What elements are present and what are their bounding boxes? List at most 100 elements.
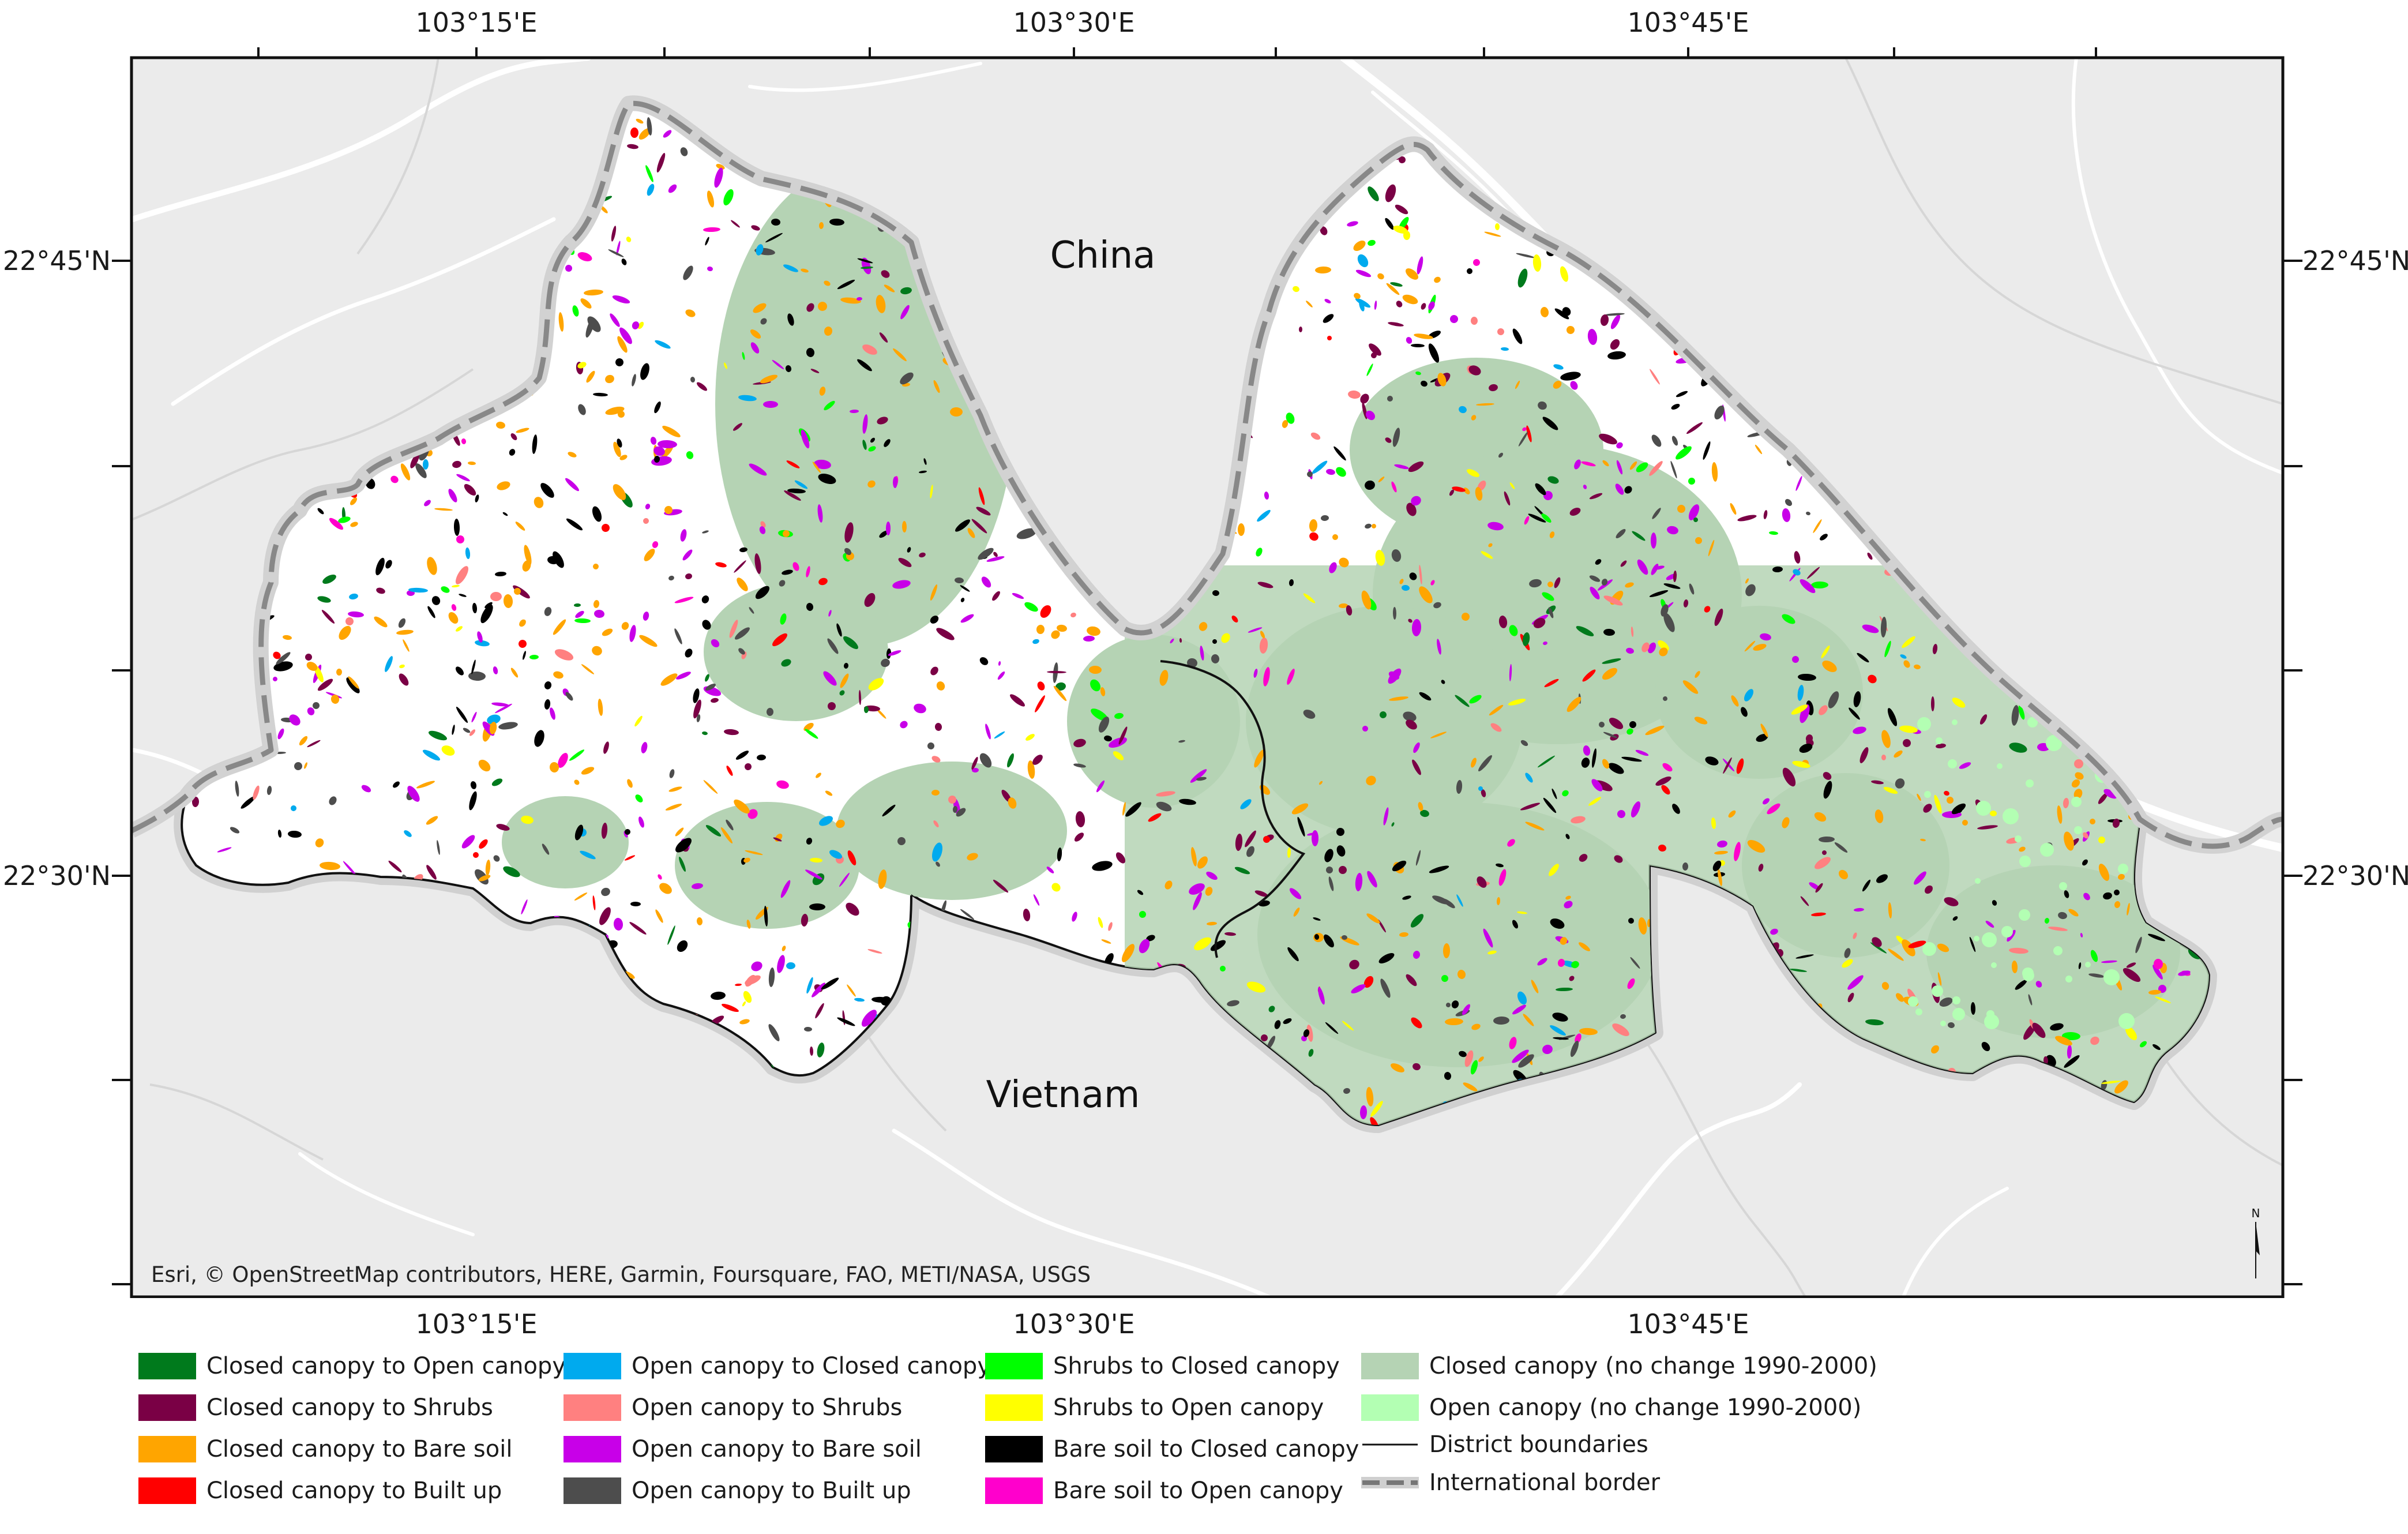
- land-cover-change-patch: [754, 553, 761, 574]
- land-cover-change-patch: [1647, 642, 1656, 654]
- land-cover-change-patch: [675, 838, 692, 853]
- land-cover-change-patch: [919, 552, 926, 558]
- land-cover-change-patch: [1101, 939, 1111, 944]
- land-cover-change-patch: [1263, 667, 1270, 687]
- land-cover-change-patch: [593, 564, 599, 569]
- land-cover-change-patch: [1815, 857, 1831, 869]
- land-cover-change-patch: [1979, 714, 1988, 725]
- land-cover-change-patch: [705, 674, 709, 682]
- land-cover-change-patch: [1057, 624, 1067, 632]
- land-cover-change-patch: [1865, 1019, 1884, 1026]
- land-cover-change-patch: [1854, 907, 1864, 912]
- land-cover-change-patch: [1542, 592, 1554, 601]
- land-cover-change-patch: [1246, 846, 1254, 857]
- land-cover-change-patch: [745, 850, 763, 856]
- land-cover-change-patch: [578, 404, 586, 415]
- land-cover-change-patch: [658, 874, 662, 880]
- land-cover-change-patch: [1415, 850, 1421, 866]
- land-cover-change-patch: [1621, 756, 1642, 762]
- land-cover-change-patch: [1672, 804, 1680, 814]
- land-cover-change-patch: [1518, 1054, 1534, 1068]
- land-cover-change-patch: [1212, 639, 1217, 644]
- land-cover-change-patch: [1403, 231, 1411, 240]
- land-cover-change-patch: [1635, 749, 1649, 756]
- no-change-open-canopy-patch: [1948, 759, 1957, 768]
- land-cover-change-patch: [592, 646, 602, 656]
- land-cover-change-patch: [427, 606, 435, 618]
- land-cover-change-patch: [1287, 947, 1299, 962]
- land-cover-change-patch: [2153, 959, 2163, 969]
- land-cover-change-patch: [868, 678, 884, 691]
- land-cover-change-patch: [638, 127, 651, 140]
- land-cover-change-patch: [1862, 624, 1879, 633]
- land-cover-change-patch: [893, 348, 907, 362]
- legend-label: Open canopy (no change 1990-2000): [1429, 1394, 1862, 1421]
- land-cover-change-patch: [456, 706, 468, 723]
- land-cover-change-patch: [1306, 1025, 1313, 1042]
- land-cover-change-patch: [470, 781, 477, 789]
- land-cover-change-patch: [1920, 838, 1926, 842]
- land-cover-change-patch: [1718, 869, 1722, 886]
- land-cover-change-patch: [426, 865, 437, 880]
- land-cover-change-patch: [345, 617, 354, 625]
- land-cover-change-patch: [516, 427, 529, 433]
- land-cover-change-patch: [602, 524, 610, 532]
- land-cover-change-patch: [724, 729, 739, 736]
- land-cover-change-patch: [468, 461, 476, 466]
- land-cover-change-patch: [1421, 303, 1426, 310]
- land-cover-change-patch: [734, 560, 746, 573]
- land-cover-change-patch: [1547, 582, 1553, 587]
- land-cover-change-patch: [1899, 725, 1918, 733]
- land-cover-change-patch: [745, 763, 752, 770]
- land-cover-change-patch: [1159, 670, 1169, 686]
- land-cover-change-patch: [1650, 369, 1660, 385]
- land-cover-change-patch: [818, 302, 827, 311]
- land-cover-change-patch: [587, 316, 601, 332]
- land-cover-change-patch: [1785, 498, 1793, 507]
- land-cover-change-patch: [1351, 984, 1366, 993]
- land-cover-change-patch: [2064, 831, 2074, 851]
- map-canvas[interactable]: [0, 0, 2408, 1298]
- land-cover-change-patch: [593, 392, 608, 397]
- land-cover-change-patch: [862, 414, 868, 434]
- land-cover-change-patch: [427, 557, 437, 575]
- land-cover-change-patch: [1535, 483, 1546, 496]
- land-cover-change-patch: [304, 762, 307, 769]
- land-cover-change-patch: [780, 613, 787, 625]
- land-cover-change-patch: [1579, 854, 1588, 862]
- land-cover-change-patch: [399, 664, 405, 669]
- no-change-open-canopy-patch: [2003, 808, 2019, 824]
- land-cover-change-patch: [1564, 901, 1573, 909]
- land-cover-change-patch: [2103, 789, 2117, 799]
- land-cover-change-patch: [801, 429, 810, 449]
- land-cover-change-patch: [1380, 711, 1387, 718]
- land-cover-change-patch: [1888, 902, 1892, 918]
- land-cover-change-patch: [630, 901, 641, 907]
- land-cover-change-patch: [575, 610, 584, 618]
- land-cover-change-patch: [1504, 491, 1511, 506]
- land-cover-change-patch: [1553, 364, 1564, 370]
- land-cover-change-patch: [1497, 328, 1504, 335]
- land-cover-change-patch: [544, 699, 551, 710]
- land-cover-change-patch: [661, 445, 674, 459]
- land-cover-change-patch: [598, 699, 603, 716]
- land-cover-change-patch: [1388, 322, 1404, 327]
- land-cover-change-patch: [1549, 531, 1555, 538]
- land-cover-change-patch: [810, 369, 820, 373]
- legend-item: Open canopy (no change 1990-2000): [1361, 1392, 1861, 1424]
- land-cover-change-patch: [1010, 694, 1025, 707]
- land-cover-change-patch: [1562, 790, 1569, 797]
- land-cover-change-patch: [952, 806, 958, 813]
- land-cover-change-patch: [1411, 1017, 1422, 1029]
- land-cover-change-patch: [1782, 767, 1796, 787]
- land-cover-change-patch: [569, 749, 585, 761]
- land-cover-change-patch: [2048, 927, 2068, 931]
- land-cover-change-patch: [1025, 734, 1035, 741]
- land-cover-change-patch: [1428, 301, 1435, 310]
- land-cover-change-patch: [644, 549, 655, 561]
- legend-item: Closed canopy to Open canopy: [138, 1350, 566, 1382]
- land-cover-change-patch: [726, 819, 734, 831]
- land-cover-change-patch: [1207, 921, 1217, 926]
- land-cover-change-patch: [1365, 480, 1375, 490]
- land-cover-change-patch: [2090, 950, 2098, 962]
